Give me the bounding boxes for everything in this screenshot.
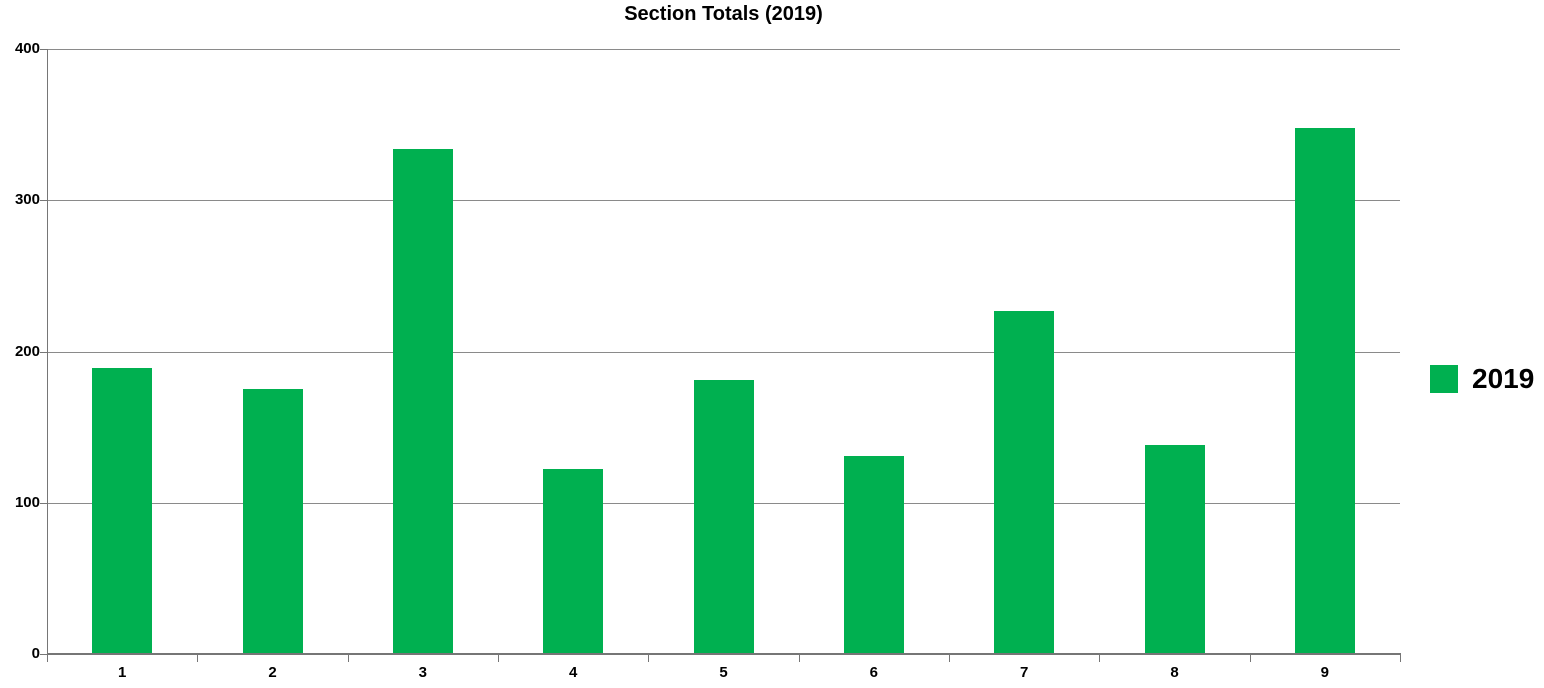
y-axis-tick-0 — [40, 654, 47, 655]
y-axis-line — [47, 49, 48, 654]
bar-category-7 — [994, 310, 1055, 654]
x-axis-tick-0 — [47, 655, 48, 662]
bar-category-8 — [1144, 445, 1205, 654]
bar-category-9 — [1294, 127, 1355, 654]
gridline-300 — [47, 200, 1400, 202]
y-axis-label-400: 400 — [14, 40, 40, 57]
gridline-200 — [47, 351, 1400, 353]
legend-label-2019: 2019 — [1472, 363, 1535, 394]
x-axis-tick-7 — [1099, 655, 1101, 662]
x-axis-tick-4 — [648, 655, 650, 662]
bar-category-4 — [543, 469, 604, 654]
x-axis-label-1: 1 — [117, 664, 127, 681]
x-axis-tick-1 — [197, 655, 199, 662]
chart-title: Section Totals (2019) — [624, 3, 823, 25]
y-axis-label-100: 100 — [14, 493, 40, 511]
x-axis-tick-8 — [1249, 655, 1251, 662]
legend: 2019 — [1430, 363, 1534, 395]
legend-swatch-2019 — [1430, 365, 1458, 393]
bar-category-1 — [92, 368, 153, 654]
x-axis-label-8: 8 — [1170, 664, 1179, 681]
gridline-400 — [47, 49, 1400, 50]
x-axis-label-6: 6 — [869, 664, 878, 681]
y-axis-label-0: 0 — [31, 645, 40, 662]
plot-area — [47, 49, 1400, 654]
bar-category-2 — [242, 389, 303, 654]
y-axis-label-300: 300 — [14, 191, 40, 209]
y-axis-tick-400 — [40, 49, 47, 50]
x-axis-tick-6 — [949, 655, 950, 662]
x-axis-label-9: 9 — [1320, 664, 1329, 681]
x-axis-tick-2 — [347, 655, 349, 662]
x-axis-line — [47, 653, 1401, 655]
y-axis-tick-100 — [40, 502, 47, 504]
x-axis-label-2: 2 — [268, 664, 277, 681]
x-axis-tick-9 — [1400, 655, 1401, 662]
bar-category-3 — [392, 148, 453, 654]
x-axis-label-3: 3 — [418, 664, 427, 681]
x-axis-label-4: 4 — [568, 664, 578, 681]
x-axis-label-5: 5 — [719, 664, 728, 681]
y-axis-tick-300 — [40, 200, 47, 202]
x-axis-tick-5 — [798, 655, 800, 662]
x-axis-label-7: 7 — [1019, 664, 1029, 681]
bar-category-5 — [693, 380, 754, 654]
x-axis-tick-3 — [498, 655, 499, 662]
y-axis-label-200: 200 — [14, 342, 40, 360]
bar-category-6 — [843, 455, 904, 654]
y-axis-tick-200 — [40, 351, 47, 353]
